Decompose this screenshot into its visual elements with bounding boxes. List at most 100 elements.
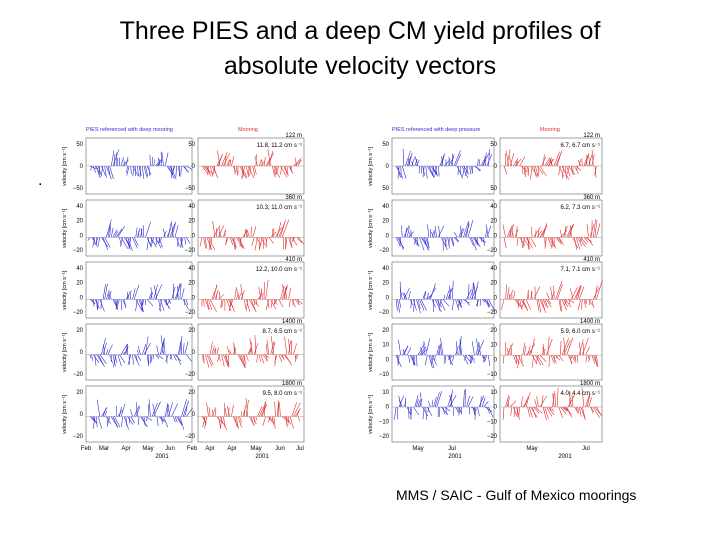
stat-label: 11.8, 11.2 cm s⁻¹	[257, 143, 302, 149]
mooring-velocity-stick	[575, 285, 581, 300]
mooring-velocity-stick	[245, 399, 249, 417]
mooring-velocity-stick	[242, 354, 247, 365]
mooring-velocity-stick	[569, 288, 574, 300]
y-tick-label: 40	[382, 204, 389, 210]
mooring-velocity-stick	[539, 354, 547, 363]
pies-velocity-stick	[464, 355, 467, 361]
mooring-velocity-stick	[541, 348, 546, 356]
mooring-velocity-stick	[585, 355, 588, 363]
pies-velocity-stick	[135, 299, 138, 312]
mooring-panel-frame	[499, 199, 603, 257]
mooring-velocity-stick	[530, 291, 533, 300]
pies-panel-frame	[391, 385, 495, 443]
y-tick-label: 10	[490, 343, 497, 349]
stat-label: 9.5, 8.0 cm s⁻¹	[262, 391, 302, 397]
mooring-velocity-stick	[294, 157, 298, 167]
pies-velocity-stick	[410, 299, 412, 309]
pies-velocity-stick	[402, 148, 405, 167]
mooring-velocity-stick	[547, 237, 552, 248]
y-tick-label: 50	[490, 186, 497, 192]
y-tick-label: 20	[490, 328, 497, 334]
depth-label: 1400 m	[580, 319, 600, 325]
y-tick-label: 20	[188, 219, 195, 225]
x-tick-label: May	[412, 446, 423, 452]
mooring-velocity-stick	[555, 355, 558, 359]
pies-velocity-stick	[438, 165, 440, 177]
pies-panel-frame	[391, 323, 495, 381]
mooring-velocity-stick	[229, 160, 232, 167]
mooring-velocity-stick	[209, 341, 213, 355]
x-tick-label: Jul	[582, 446, 590, 452]
y-tick-label: 0	[494, 233, 498, 239]
pies-velocity-stick	[173, 416, 176, 423]
pies-velocity-stick	[453, 150, 461, 167]
mooring-velocity-stick	[520, 237, 523, 248]
pies-velocity-stick	[103, 344, 105, 355]
mooring-velocity-stick	[578, 339, 584, 356]
pies-velocity-stick	[458, 341, 461, 356]
x-tick-label: Feb	[81, 446, 92, 452]
pies-velocity-stick	[436, 391, 443, 408]
mooring-velocity-stick	[520, 396, 523, 408]
mooring-velocity-stick	[268, 237, 274, 244]
pies-velocity-stick	[423, 291, 427, 300]
mooring-velocity-stick	[229, 349, 232, 355]
mooring-velocity-stick	[216, 354, 221, 363]
pies-velocity-stick	[438, 345, 441, 356]
y-tick-label: 10	[382, 343, 389, 349]
mooring-velocity-stick	[208, 237, 211, 251]
pies-velocity-stick	[448, 354, 452, 361]
pies-velocity-stick	[408, 291, 411, 300]
y-tick-label: 10	[382, 390, 389, 396]
mooring-velocity-stick	[254, 155, 258, 167]
mooring-velocity-stick	[291, 299, 296, 308]
pies-velocity-stick	[161, 337, 165, 355]
mooring-velocity-stick	[226, 346, 231, 355]
mooring-velocity-stick	[522, 237, 525, 248]
pies-velocity-stick	[92, 416, 96, 429]
pies-velocity-stick	[99, 299, 105, 312]
pies-velocity-stick	[406, 227, 410, 238]
mooring-velocity-stick	[583, 237, 589, 243]
pies-velocity-stick	[146, 416, 148, 422]
mooring-velocity-stick	[240, 165, 248, 178]
y-tick-label: −50	[185, 186, 196, 192]
pies-velocity-stick	[438, 299, 441, 311]
y-axis-label: velocity [cm s⁻¹]	[368, 208, 374, 248]
x-tick-label: Jun	[275, 446, 285, 452]
depth-label: 410 m	[285, 257, 302, 263]
pies-velocity-stick	[480, 396, 482, 408]
mooring-velocity-stick	[221, 299, 224, 308]
pies-velocity-stick	[148, 165, 151, 176]
pies-velocity-stick	[97, 299, 99, 311]
mooring-velocity-stick	[265, 354, 268, 362]
mooring-velocity-stick	[252, 226, 257, 238]
stat-label: 6.2, 7.3 cm s⁻¹	[560, 205, 600, 211]
pies-velocity-stick	[156, 345, 159, 355]
mooring-velocity-stick	[271, 165, 276, 178]
pies-velocity-stick	[452, 280, 454, 300]
mooring-velocity-stick	[531, 406, 537, 418]
pies-velocity-stick	[133, 237, 139, 247]
mooring-velocity-stick	[506, 287, 510, 300]
mooring-velocity-stick	[224, 407, 227, 417]
mooring-velocity-stick	[527, 292, 530, 300]
depth-label: 122 m	[583, 133, 600, 139]
mooring-velocity-stick	[520, 299, 527, 310]
x-axis-year-label: 2001	[255, 454, 269, 460]
pies-velocity-stick	[420, 299, 427, 311]
mooring-velocity-stick	[581, 387, 585, 408]
y-tick-label: 20	[382, 219, 389, 225]
y-tick-label: 40	[76, 204, 83, 210]
pies-velocity-stick	[156, 354, 164, 360]
pies-velocity-stick	[159, 299, 165, 311]
mooring-velocity-stick	[577, 285, 582, 300]
pies-velocity-stick	[104, 283, 108, 300]
mooring-velocity-stick	[237, 291, 243, 300]
x-axis-year-label: 2001	[558, 454, 572, 460]
mooring-velocity-stick	[240, 284, 244, 300]
mooring-velocity-stick	[245, 299, 251, 312]
pies-velocity-stick	[444, 355, 447, 364]
pies-velocity-stick	[126, 165, 128, 173]
pies-velocity-stick	[109, 292, 112, 300]
